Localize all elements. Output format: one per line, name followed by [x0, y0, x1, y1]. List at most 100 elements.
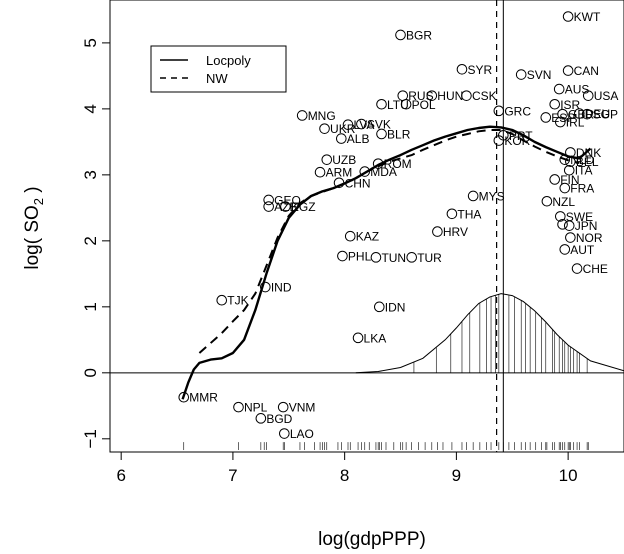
y-tick-label: 4 [81, 104, 100, 113]
point-label: BLR [387, 127, 411, 141]
point-marker [342, 119, 354, 131]
point-label: TJK [227, 294, 248, 308]
data-point-jpn: JPN [563, 219, 597, 233]
x-axis: 6 7 8 9 10 [116, 452, 578, 485]
data-point-nld: NLD [559, 153, 595, 167]
point-label: MYS [479, 189, 505, 203]
data-point-tun: TUN [370, 251, 406, 265]
y-tick-label: −1 [81, 429, 100, 448]
x-tick-label: 7 [228, 466, 237, 485]
data-point-alb: ALB [336, 132, 369, 146]
point-label: ARM [326, 166, 353, 180]
point-label: HRV [443, 225, 468, 239]
x-tick-label: 9 [452, 466, 461, 485]
data-point-bgd: BGD [255, 412, 293, 426]
point-marker [456, 63, 468, 75]
point-marker [563, 164, 575, 176]
y-axis-title-close: ) [22, 186, 43, 198]
smoother-curves [181, 125, 592, 400]
data-point-ita: ITA [563, 164, 593, 178]
data-point-chn: CHN [333, 176, 371, 190]
point-marker [574, 108, 585, 119]
data-point-syr: SYR [456, 63, 492, 77]
point-marker [563, 220, 575, 231]
plot-frame [109, 0, 624, 453]
point-label: KWT [574, 10, 601, 24]
point-label: IDN [385, 300, 406, 314]
point-marker [432, 226, 443, 237]
point-label: BEL [576, 155, 599, 169]
point-label: KOR [504, 134, 530, 148]
point-label: DNK [576, 146, 601, 160]
point-marker [319, 123, 330, 134]
point-marker [233, 401, 244, 413]
data-point-ind: IND [260, 281, 292, 295]
x-tick-label: 8 [340, 466, 349, 485]
data-point-ukr: UKR [319, 122, 356, 136]
point-marker [395, 29, 406, 41]
point-label: CHE [583, 262, 608, 276]
legend-label-nw: NW [206, 71, 228, 86]
point-label: THA [457, 207, 481, 221]
point-marker [352, 332, 364, 344]
reference-lines [110, 0, 624, 452]
data-point-mda: MDA [359, 165, 397, 179]
data-point-rom: ROM [372, 157, 412, 171]
data-point-isr: ISR [549, 98, 581, 112]
data-point-svn: SVN [515, 68, 551, 82]
point-marker [515, 69, 527, 80]
data-point-sgp: SGP [581, 108, 618, 122]
legend: Locpoly NW [150, 45, 287, 93]
point-label: NZL [552, 195, 575, 209]
y-tick-label: 2 [81, 236, 100, 245]
point-label: FRA [570, 182, 594, 196]
data-point-lva: LVA [342, 118, 374, 132]
y-axis: −1 0 1 2 3 4 5 [81, 38, 110, 448]
data-point-kor: KOR [493, 134, 531, 148]
data-point-aus: AUS [553, 83, 589, 97]
x-tick-label: 6 [116, 466, 125, 485]
data-point-kgz: KGZ [280, 200, 316, 214]
data-point-tjk: TJK [216, 294, 249, 308]
point-marker [373, 301, 385, 313]
point-label: USA [594, 89, 619, 103]
data-point-arm: ARM [314, 166, 353, 180]
point-marker [562, 11, 574, 22]
point-marker [559, 244, 571, 255]
point-marker [344, 230, 356, 242]
data-point-tur: TUR [406, 251, 442, 265]
data-point-irl: IRL [555, 116, 585, 130]
point-marker [559, 182, 571, 194]
point-label: TUN [381, 251, 406, 265]
point-marker [321, 154, 333, 165]
point-marker [571, 263, 583, 274]
x-tick-label: 10 [559, 466, 578, 485]
point-label: PHL [348, 250, 372, 264]
point-label: NLD [570, 153, 594, 167]
point-label: TUR [417, 251, 442, 265]
point-marker [296, 110, 308, 121]
point-label: BGR [406, 28, 432, 42]
point-marker [461, 90, 472, 101]
locpoly-curve [181, 125, 592, 400]
data-point-mmr: MMR [178, 391, 218, 405]
point-label: PRT [509, 129, 533, 143]
point-marker [356, 118, 367, 130]
data-point-che: CHE [571, 262, 608, 276]
point-marker [406, 252, 417, 263]
data-point-fra: FRA [559, 182, 594, 196]
point-label: IND [271, 281, 292, 295]
data-point-aut: AUT [559, 243, 595, 257]
point-marker [263, 194, 274, 206]
point-label: POL [412, 98, 436, 112]
point-marker-unlabeled [557, 219, 568, 230]
point-label: MDA [370, 165, 397, 179]
point-marker [314, 166, 326, 178]
point-marker [557, 108, 568, 120]
data-point-bel: BEL [565, 155, 599, 169]
point-label: LAO [290, 427, 314, 441]
point-marker [582, 90, 594, 101]
point-label: KGZ [291, 200, 316, 214]
